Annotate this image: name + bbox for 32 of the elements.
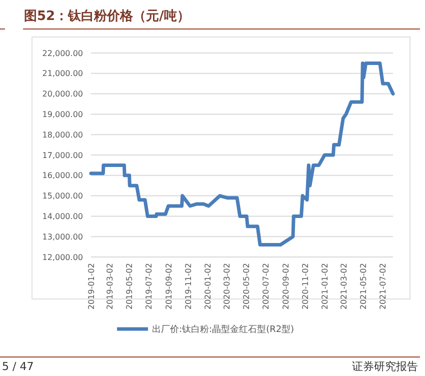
x-tick-label: 2021-01-02 (320, 263, 330, 310)
x-tick-label: 2021-03-02 (339, 263, 348, 310)
x-tick-label: 2021-07-02 (378, 263, 388, 310)
x-tick-label: 2020-09-02 (281, 263, 290, 310)
line-series (89, 61, 395, 247)
y-tick-label: 18,000.00 (42, 130, 83, 140)
x-tick-label: 2019-11-02 (184, 263, 193, 310)
x-tick-label: 2020-07-02 (262, 263, 271, 310)
chart-title: 图52：钛白粉价格（元/吨） (24, 9, 190, 24)
legend-label: 出厂价:钛白粉:晶型金红石型(R2型) (152, 324, 294, 336)
y-tick-label: 21,000.00 (42, 69, 83, 78)
x-tick-label: 2021-05-02 (358, 263, 368, 310)
x-tick-label: 2020-01-02 (203, 263, 212, 310)
y-tick-label: 15,000.00 (42, 192, 83, 201)
text: 证券研究报告 (352, 360, 418, 373)
x-tick-label: 2019-05-02 (125, 263, 134, 310)
x-tick-label: 2020-11-02 (300, 263, 310, 310)
x-tick-label: 2020-05-02 (242, 263, 252, 310)
x-tick-label: 2019-03-02 (106, 263, 115, 310)
y-tick-label: 12,000.00 (42, 252, 83, 262)
x-tick-label: 2019-07-02 (144, 263, 154, 310)
y-tick-label: 17,000.00 (42, 150, 83, 160)
y-tick-label: 14,000.00 (42, 212, 83, 221)
y-tick-label: 19,000.00 (42, 110, 83, 119)
y-tick-label: 13,000.00 (42, 232, 83, 242)
y-tick-label: 22,000.00 (42, 48, 83, 58)
y-tick-label: 20,000.00 (42, 90, 83, 99)
x-tick-label: 2020-03-02 (222, 263, 232, 310)
text: 5 / 47 (2, 360, 34, 373)
y-tick-label: 16,000.00 (42, 171, 83, 180)
x-tick-label: 2019-01-02 (86, 263, 96, 310)
x-tick-label: 2019-09-02 (164, 263, 174, 310)
